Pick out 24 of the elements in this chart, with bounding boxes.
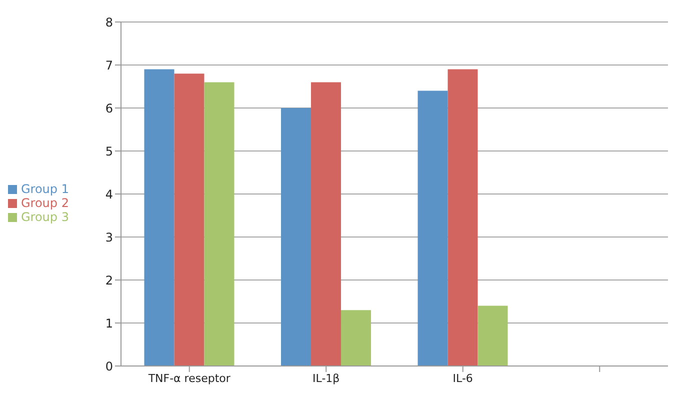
bar [144,69,174,366]
x-tick-label: TNF-α reseptor [147,372,231,385]
y-tick-label: 3 [105,230,113,244]
bar [204,82,234,366]
bar [448,69,478,366]
legend-label: Group 3 [21,210,69,224]
x-tick-label: IL-6 [452,372,473,385]
y-tick-label: 8 [105,15,113,30]
y-tick-label: 2 [105,273,113,288]
bar [478,306,508,366]
bar [340,310,371,366]
bar [418,90,448,366]
y-tick-label: 0 [105,359,113,374]
y-tick-label: 7 [105,58,113,72]
y-tick-label: 6 [105,101,113,116]
bar [174,74,204,366]
legend-label: Group 2 [21,196,69,210]
x-tick-label: IL-1β [312,372,340,385]
legend-label: Group 1 [21,182,69,196]
y-tick-label: 5 [105,144,113,158]
bar [310,82,341,366]
y-tick-label: 4 [105,187,113,202]
y-tick-label: 1 [105,316,113,330]
bar [280,108,311,366]
